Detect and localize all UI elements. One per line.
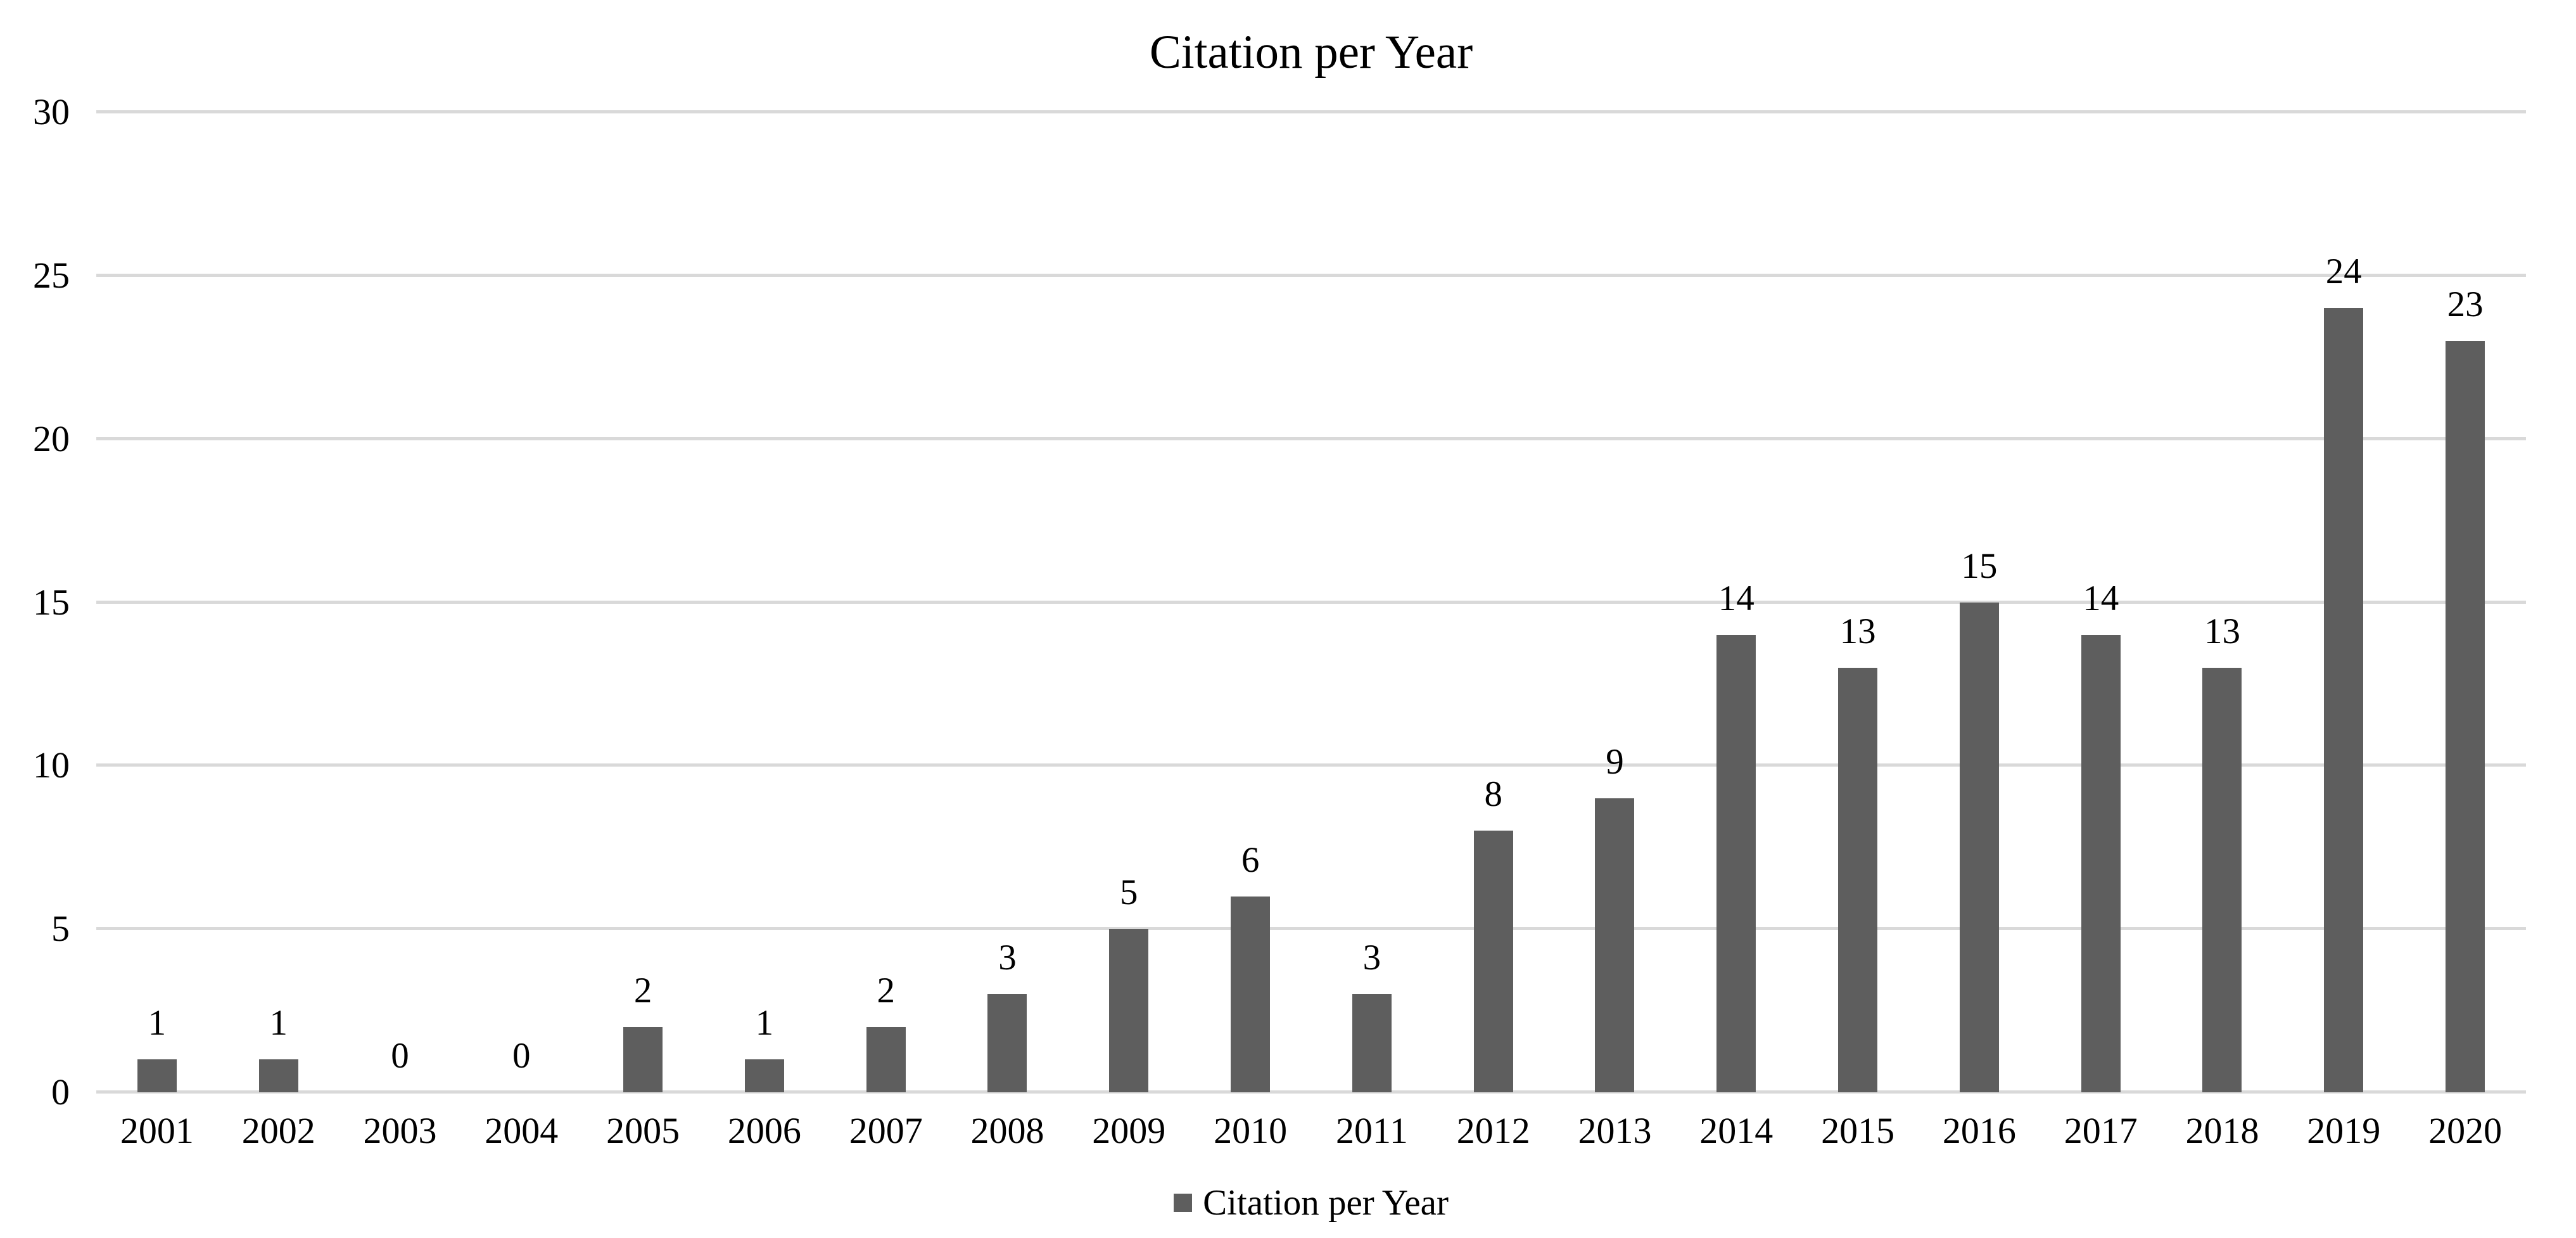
- bar: [2324, 308, 2364, 1092]
- x-axis-tick-label: 2005: [606, 1110, 680, 1151]
- bar: [1352, 994, 1392, 1092]
- bar-value-label: 24: [2325, 252, 2362, 292]
- bar-value-label: 0: [512, 1036, 531, 1076]
- bar-value-label: 9: [1606, 741, 1624, 782]
- bar-slot: 24 2019: [2283, 112, 2404, 1151]
- bar-slot: 2 2007: [825, 112, 947, 1150]
- x-axis-tick-label: 2016: [1942, 1110, 2016, 1151]
- x-axis-tick-label: 2012: [1456, 1110, 1530, 1151]
- bar-slot: 0 2003: [339, 112, 461, 1151]
- bar-value-label: 1: [755, 1003, 774, 1043]
- y-axis-tick-label: 0: [51, 1071, 70, 1113]
- bar: [1231, 896, 1271, 1092]
- x-axis-tick-label: 2001: [120, 1110, 194, 1151]
- x-axis-tick-label: 2019: [2307, 1110, 2381, 1151]
- bar-value-label: 2: [633, 970, 652, 1011]
- bar-slot: 15 2016: [1919, 112, 2040, 1151]
- bar-slot: 9 2013: [1554, 112, 1676, 1150]
- bar-slot: 3 2008: [947, 112, 1069, 1151]
- gridline: [96, 763, 2526, 767]
- bar-value-label: 14: [2083, 578, 2119, 619]
- y-axis-tick-label: 30: [33, 91, 70, 132]
- bar: [987, 994, 1027, 1092]
- bar-slot: 6 2010: [1190, 112, 1311, 1150]
- bar-value-label: 15: [1961, 546, 1998, 586]
- x-axis-tick-label: 2010: [1214, 1110, 1288, 1151]
- bar: [1473, 831, 1513, 1092]
- bar-value-label: 1: [269, 1003, 288, 1043]
- bar-slot: 23 2020: [2404, 112, 2526, 1150]
- bar-slot: 14 2017: [2040, 112, 2162, 1151]
- x-axis-tick-label: 2007: [849, 1110, 923, 1151]
- bar-slot: 2 2005: [582, 112, 704, 1150]
- gridline: [96, 1090, 2526, 1094]
- bar-value-label: 6: [1241, 839, 1260, 880]
- y-axis-tick-label: 25: [33, 254, 70, 296]
- gridline: [96, 110, 2526, 113]
- bar-slot: 14 2014: [1675, 112, 1797, 1151]
- y-axis-tick-label: 15: [33, 581, 70, 623]
- bar-value-label: 2: [877, 970, 895, 1011]
- x-axis-tick-label: 2013: [1578, 1110, 1652, 1151]
- bar-value-label: 3: [1362, 938, 1381, 978]
- x-axis-tick-label: 2015: [1821, 1110, 1895, 1151]
- bar: [2446, 340, 2485, 1092]
- x-axis-tick-label: 2009: [1092, 1110, 1166, 1151]
- bar: [1838, 667, 1878, 1092]
- bar-slot: 8 2012: [1433, 112, 1554, 1151]
- bar-value-label: 3: [998, 938, 1017, 978]
- bar-value-label: 8: [1484, 774, 1502, 815]
- bar: [1959, 602, 1999, 1092]
- bar: [1109, 929, 1149, 1092]
- x-axis-tick-label: 2002: [241, 1110, 315, 1151]
- legend-label: Citation per Year: [1203, 1183, 1449, 1223]
- bar: [2202, 667, 2242, 1092]
- x-axis-tick-label: 2014: [1699, 1110, 1773, 1151]
- bar-value-label: 5: [1120, 872, 1138, 913]
- bar-slot: 5 2009: [1068, 112, 1190, 1151]
- bar-value-label: 23: [2447, 284, 2484, 324]
- bar: [1716, 635, 1756, 1092]
- x-axis-tick-label: 2003: [363, 1110, 437, 1151]
- bar-value-label: 1: [148, 1003, 167, 1043]
- bar-value-label: 0: [391, 1036, 409, 1076]
- gridline: [96, 927, 2526, 931]
- x-axis-tick-label: 2008: [970, 1110, 1044, 1151]
- y-axis: 0 5 10 15 20 25 30: [0, 91, 70, 1113]
- bar: [2081, 635, 2121, 1092]
- y-axis-tick-label: 10: [33, 744, 70, 786]
- gridline: [96, 600, 2526, 604]
- bar-slot: 1 2002: [218, 112, 339, 1151]
- bar-slot: 13 2018: [2162, 112, 2283, 1150]
- chart-title: Citation per Year: [1149, 26, 1473, 79]
- legend: Citation per Year: [96, 1182, 2526, 1224]
- bar-slot: 13 2015: [1797, 112, 1919, 1150]
- y-axis-tick-label: 5: [51, 908, 70, 950]
- gridline: [96, 437, 2526, 440]
- plot-area: 1 2001 1 2002 0 2003 0 2004 2 2005 1 2006 2 2007 3 2008…: [96, 110, 2526, 1151]
- bar-slot: 1 2006: [704, 112, 825, 1151]
- bar-value-label: 14: [1718, 578, 1754, 619]
- bar: [623, 1026, 663, 1092]
- bar-slot: 1 2001: [96, 112, 218, 1151]
- bar-value-label: 13: [2204, 611, 2240, 651]
- x-axis-tick-label: 2018: [2185, 1110, 2259, 1151]
- gridline: [96, 273, 2526, 277]
- bar: [137, 1059, 177, 1092]
- bar-slot: 3 2011: [1311, 112, 1433, 1151]
- bar: [1595, 798, 1635, 1092]
- x-axis-tick-label: 2011: [1335, 1110, 1408, 1151]
- bar: [744, 1059, 784, 1092]
- legend-marker-swatch: [1174, 1194, 1193, 1212]
- x-axis-tick-label: 2020: [2428, 1110, 2503, 1151]
- bar: [866, 1026, 906, 1092]
- y-axis-tick-label: 20: [33, 418, 70, 459]
- x-axis-tick-label: 2006: [727, 1110, 801, 1151]
- x-axis-tick-label: 2017: [2064, 1110, 2138, 1151]
- bar-value-label: 13: [1839, 611, 1876, 651]
- bar-slot: 0 2004: [460, 112, 582, 1151]
- bar: [258, 1059, 298, 1092]
- x-axis-tick-label: 2004: [485, 1110, 559, 1151]
